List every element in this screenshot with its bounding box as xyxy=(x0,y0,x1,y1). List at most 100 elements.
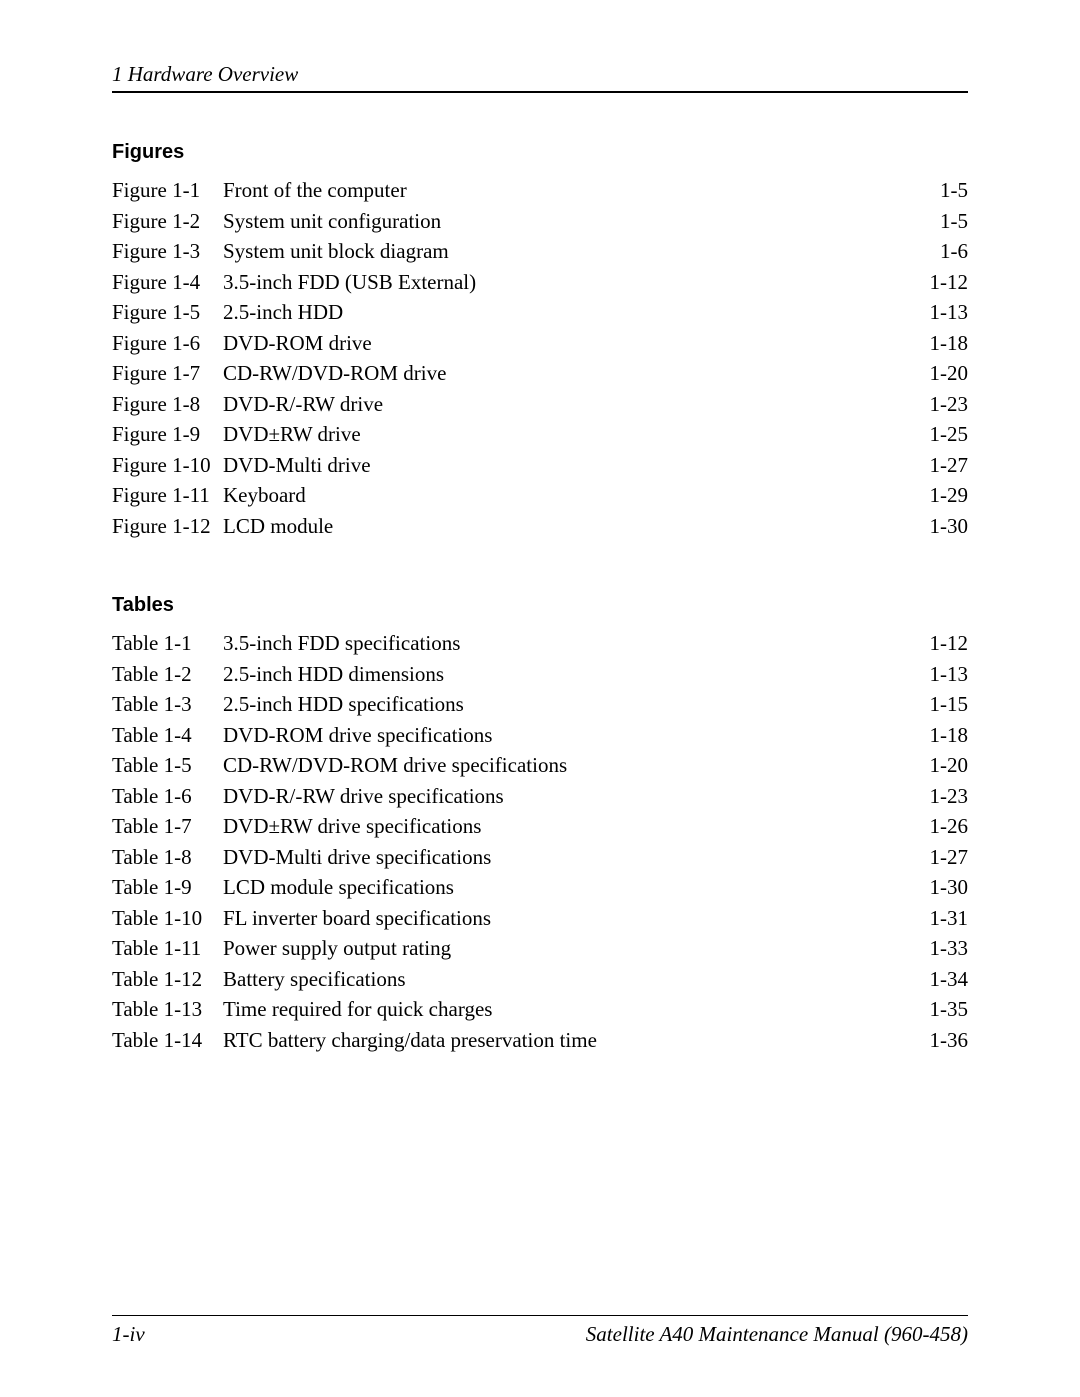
toc-page: 1-35 xyxy=(928,999,969,1020)
toc-label: Table 1-14 xyxy=(112,1030,223,1051)
toc-title: 2.5-inch HDD xyxy=(223,302,343,323)
toc-title: DVD-ROM drive specifications xyxy=(223,725,492,746)
toc-page: 1-27 xyxy=(928,455,969,476)
figures-heading: Figures xyxy=(112,141,968,164)
toc-title: RTC battery charging/data preservation t… xyxy=(223,1030,597,1051)
toc-label: Table 1-12 xyxy=(112,969,223,990)
toc-title: Time required for quick charges xyxy=(223,999,492,1020)
toc-page: 1-27 xyxy=(928,847,969,868)
toc-title: LCD module specifications xyxy=(223,877,454,898)
tables-list: Table 1-1 3.5-inch FDD specifications 1-… xyxy=(112,633,968,1051)
toc-page: 1-34 xyxy=(928,969,969,990)
toc-title: Battery specifications xyxy=(223,969,406,990)
toc-label: Figure 1-3 xyxy=(112,241,223,262)
toc-title: DVD-Multi drive xyxy=(223,455,371,476)
toc-label: Table 1-10 xyxy=(112,908,223,929)
toc-label: Table 1-5 xyxy=(112,755,223,776)
toc-label: Figure 1-10 xyxy=(112,455,223,476)
toc-label: Table 1-1 xyxy=(112,633,223,654)
toc-label: Table 1-7 xyxy=(112,816,223,837)
header-rule xyxy=(112,91,968,93)
toc-entry: Figure 1-11 Keyboard 1-29 xyxy=(112,485,968,506)
toc-label: Figure 1-12 xyxy=(112,516,223,537)
toc-entry: Table 1-4 DVD-ROM drive specifications 1… xyxy=(112,725,968,746)
toc-entry: Table 1-3 2.5-inch HDD specifications 1-… xyxy=(112,694,968,715)
toc-label: Figure 1-9 xyxy=(112,424,223,445)
toc-entry: Table 1-7 DVD±RW drive specifications 1-… xyxy=(112,816,968,837)
toc-page: 1-13 xyxy=(928,664,969,685)
toc-entry: Table 1-6 DVD-R/-RW drive specifications… xyxy=(112,786,968,807)
toc-title: 3.5-inch FDD (USB External) xyxy=(223,272,476,293)
toc-label: Figure 1-4 xyxy=(112,272,223,293)
toc-label: Table 1-8 xyxy=(112,847,223,868)
toc-label: Figure 1-5 xyxy=(112,302,223,323)
toc-label: Table 1-6 xyxy=(112,786,223,807)
toc-page: 1-12 xyxy=(928,272,969,293)
toc-page: 1-5 xyxy=(938,211,968,232)
toc-label: Table 1-11 xyxy=(112,938,223,959)
toc-entry: Table 1-8 DVD-Multi drive specifications… xyxy=(112,847,968,868)
toc-label: Figure 1-11 xyxy=(112,485,223,506)
toc-title: Power supply output rating xyxy=(223,938,451,959)
toc-entry: Figure 1-5 2.5-inch HDD 1-13 xyxy=(112,302,968,323)
toc-page: 1-31 xyxy=(928,908,969,929)
toc-page: 1-12 xyxy=(928,633,969,654)
toc-entry: Figure 1-2 System unit configuration 1-5 xyxy=(112,211,968,232)
toc-title: DVD±RW drive specifications xyxy=(223,816,481,837)
toc-title: LCD module xyxy=(223,516,333,537)
toc-title: System unit configuration xyxy=(223,211,441,232)
toc-entry: Figure 1-4 3.5-inch FDD (USB External) 1… xyxy=(112,272,968,293)
toc-entry: Figure 1-8 DVD-R/-RW drive 1-23 xyxy=(112,394,968,415)
toc-entry: Figure 1-6 DVD-ROM drive 1-18 xyxy=(112,333,968,354)
toc-page: 1-15 xyxy=(928,694,969,715)
toc-title: DVD-R/-RW drive xyxy=(223,394,383,415)
toc-page: 1-20 xyxy=(928,363,969,384)
toc-page: 1-25 xyxy=(928,424,969,445)
toc-title: CD-RW/DVD-ROM drive specifications xyxy=(223,755,567,776)
toc-page: 1-33 xyxy=(928,938,969,959)
toc-label: Table 1-13 xyxy=(112,999,223,1020)
toc-page: 1-23 xyxy=(928,786,969,807)
footer-page-number: 1-iv xyxy=(112,1322,145,1347)
toc-title: 2.5-inch HDD specifications xyxy=(223,694,464,715)
toc-entry: Table 1-9 LCD module specifications 1-30 xyxy=(112,877,968,898)
toc-label: Table 1-9 xyxy=(112,877,223,898)
toc-title: DVD-R/-RW drive specifications xyxy=(223,786,504,807)
toc-page: 1-30 xyxy=(928,516,969,537)
toc-label: Table 1-4 xyxy=(112,725,223,746)
figures-list: Figure 1-1 Front of the computer 1-5 Fig… xyxy=(112,180,968,537)
toc-entry: Table 1-12 Battery specifications 1-34 xyxy=(112,969,968,990)
toc-page: 1-23 xyxy=(928,394,969,415)
toc-entry: Figure 1-9 DVD±RW drive 1-25 xyxy=(112,424,968,445)
toc-page: 1-29 xyxy=(928,485,969,506)
toc-page: 1-36 xyxy=(928,1030,969,1051)
toc-entry: Table 1-10 FL inverter board specificati… xyxy=(112,908,968,929)
toc-entry: Figure 1-10 DVD-Multi drive 1-27 xyxy=(112,455,968,476)
toc-page: 1-6 xyxy=(938,241,968,262)
toc-title: CD-RW/DVD-ROM drive xyxy=(223,363,446,384)
toc-label: Table 1-3 xyxy=(112,694,223,715)
toc-page: 1-18 xyxy=(928,333,969,354)
toc-label: Figure 1-1 xyxy=(112,180,223,201)
toc-entry: Figure 1-3 System unit block diagram 1-6 xyxy=(112,241,968,262)
toc-entry: Figure 1-12 LCD module 1-30 xyxy=(112,516,968,537)
toc-label: Figure 1-2 xyxy=(112,211,223,232)
toc-page: 1-20 xyxy=(928,755,969,776)
footer-manual-title: Satellite A40 Maintenance Manual (960-45… xyxy=(586,1322,968,1347)
toc-page: 1-5 xyxy=(938,180,968,201)
toc-entry: Table 1-13 Time required for quick charg… xyxy=(112,999,968,1020)
toc-page: 1-13 xyxy=(928,302,969,323)
toc-title: DVD-ROM drive xyxy=(223,333,372,354)
page: 1 Hardware Overview Figures Figure 1-1 F… xyxy=(0,0,1080,1051)
toc-label: Table 1-2 xyxy=(112,664,223,685)
toc-label: Figure 1-8 xyxy=(112,394,223,415)
footer-rule xyxy=(112,1315,968,1316)
toc-entry: Table 1-5 CD-RW/DVD-ROM drive specificat… xyxy=(112,755,968,776)
toc-entry: Figure 1-7 CD-RW/DVD-ROM drive 1-20 xyxy=(112,363,968,384)
page-header: 1 Hardware Overview xyxy=(112,62,968,87)
toc-entry: Table 1-11 Power supply output rating 1-… xyxy=(112,938,968,959)
tables-heading: Tables xyxy=(112,594,968,617)
toc-entry: Table 1-2 2.5-inch HDD dimensions 1-13 xyxy=(112,664,968,685)
toc-entry: Table 1-14 RTC battery charging/data pre… xyxy=(112,1030,968,1051)
toc-title: Front of the computer xyxy=(223,180,407,201)
